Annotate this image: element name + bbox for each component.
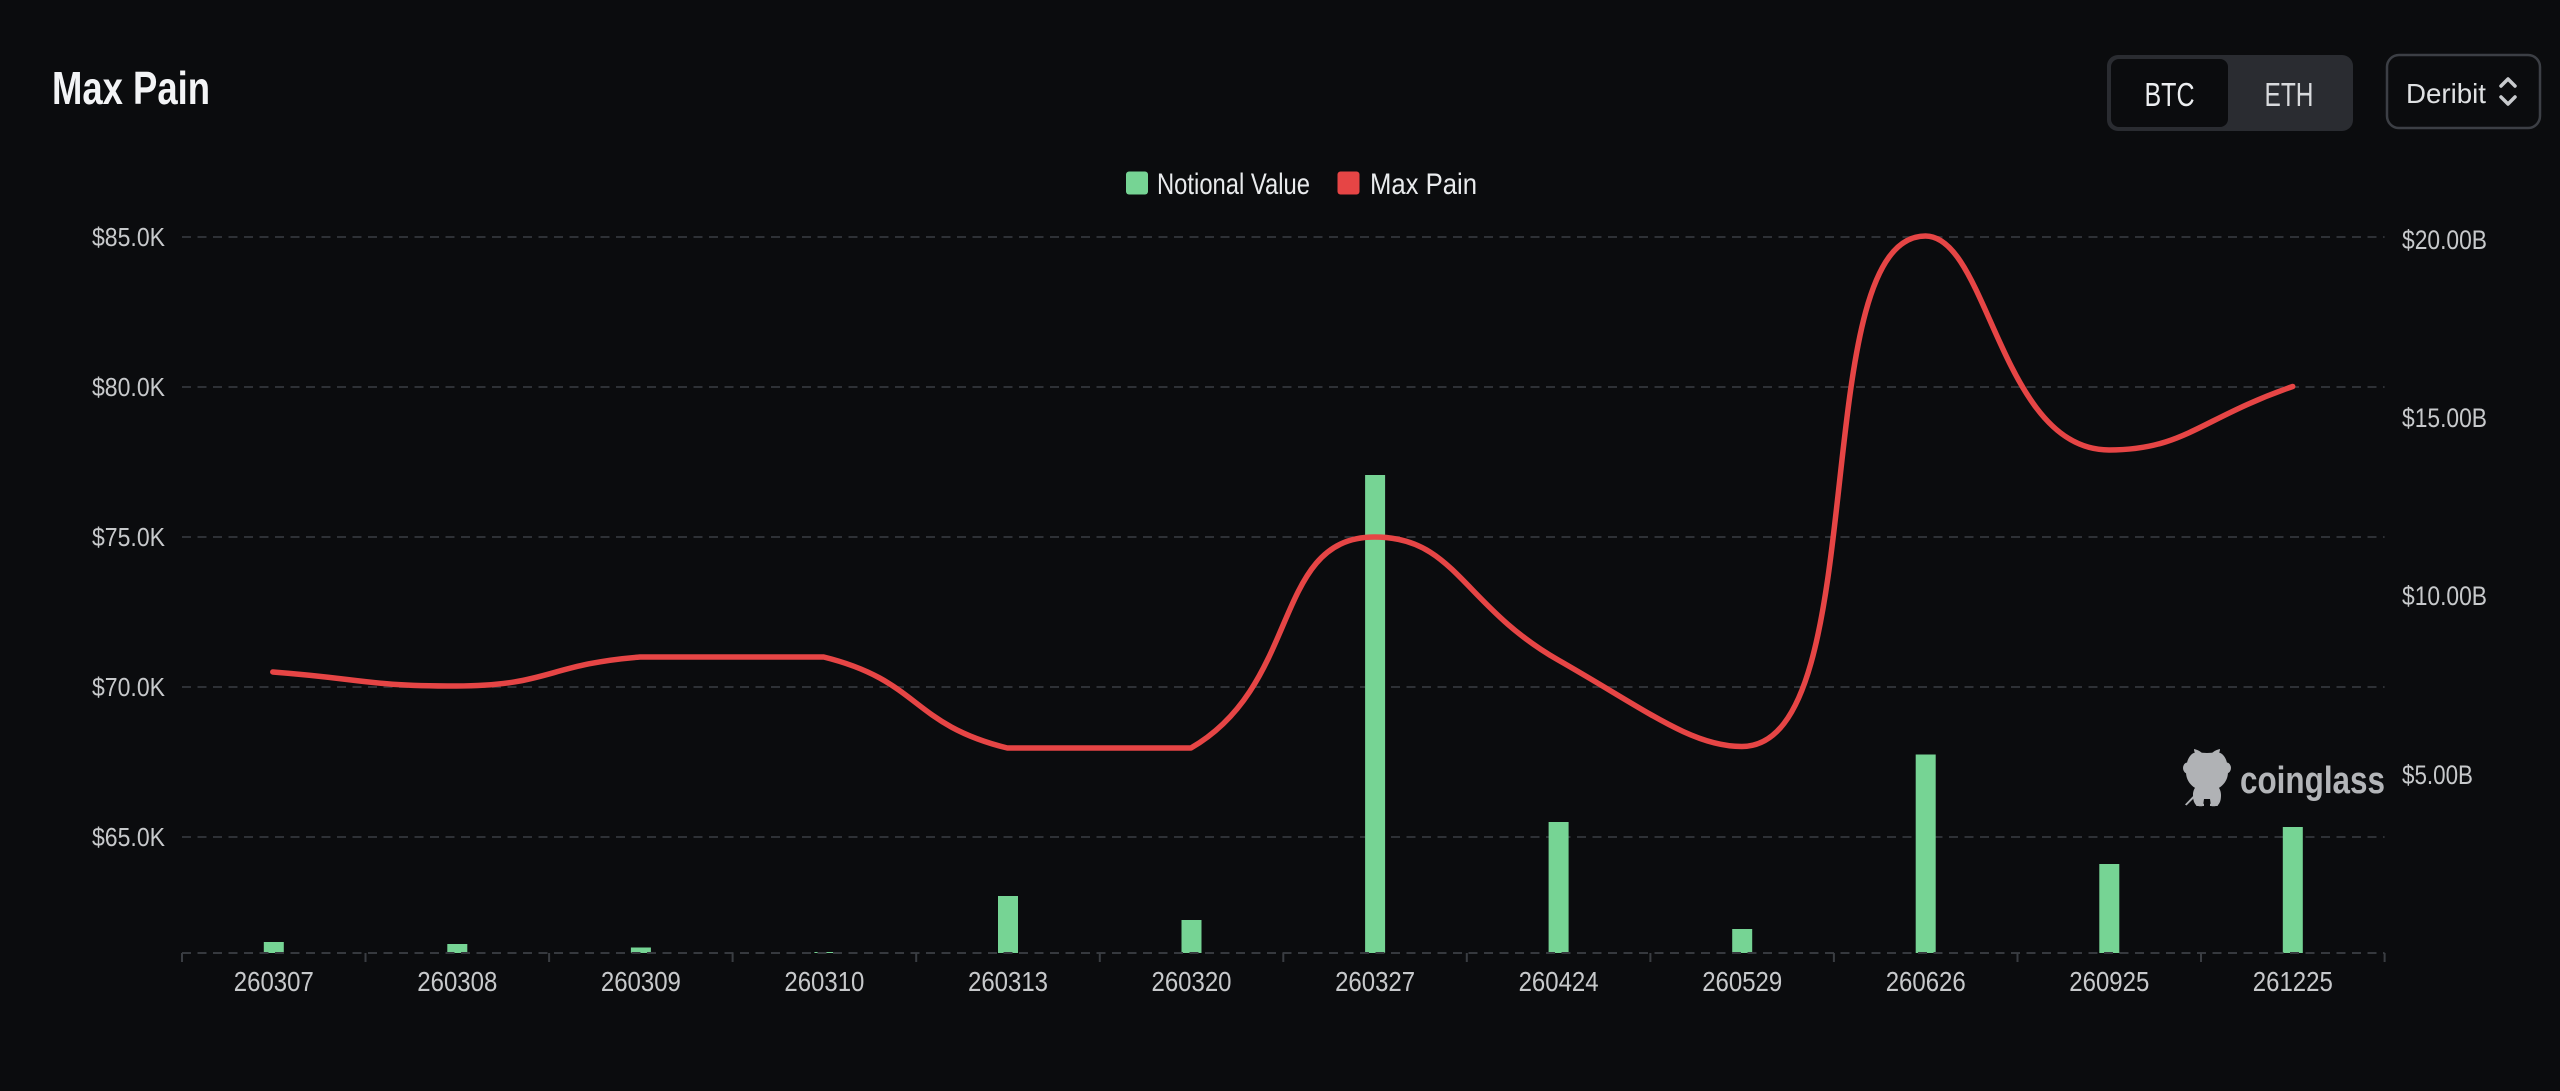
- svg-text:$20.00B: $20.00B: [2402, 225, 2487, 255]
- svg-text:Deribit: Deribit: [2406, 78, 2486, 109]
- svg-text:BTC: BTC: [2145, 76, 2195, 113]
- svg-text:260310: 260310: [784, 966, 864, 997]
- svg-text:$75.0K: $75.0K: [92, 522, 166, 552]
- svg-text:Max Pain: Max Pain: [1370, 168, 1477, 201]
- svg-text:Notional Value: Notional Value: [1157, 168, 1310, 201]
- svg-text:261225: 261225: [2253, 966, 2333, 997]
- svg-text:260309: 260309: [601, 966, 681, 997]
- svg-text:260308: 260308: [417, 966, 497, 997]
- svg-text:coinglass: coinglass: [2240, 760, 2385, 802]
- svg-text:$80.0K: $80.0K: [92, 372, 166, 402]
- svg-text:260327: 260327: [1335, 966, 1415, 997]
- svg-text:260307: 260307: [234, 966, 314, 997]
- svg-text:$70.0K: $70.0K: [92, 672, 166, 702]
- svg-text:$85.0K: $85.0K: [92, 222, 166, 252]
- svg-text:$10.00B: $10.00B: [2402, 581, 2487, 611]
- svg-text:$15.00B: $15.00B: [2402, 403, 2487, 433]
- svg-text:ETH: ETH: [2265, 76, 2314, 113]
- svg-text:260320: 260320: [1152, 966, 1232, 997]
- svg-text:260529: 260529: [1702, 966, 1782, 997]
- svg-text:260424: 260424: [1519, 966, 1599, 997]
- svg-text:260626: 260626: [1886, 966, 1966, 997]
- svg-text:260925: 260925: [2069, 966, 2149, 997]
- svg-text:Max Pain: Max Pain: [52, 62, 210, 114]
- svg-text:$5.00B: $5.00B: [2402, 760, 2473, 790]
- svg-text:260313: 260313: [968, 966, 1048, 997]
- svg-text:$65.0K: $65.0K: [92, 822, 166, 852]
